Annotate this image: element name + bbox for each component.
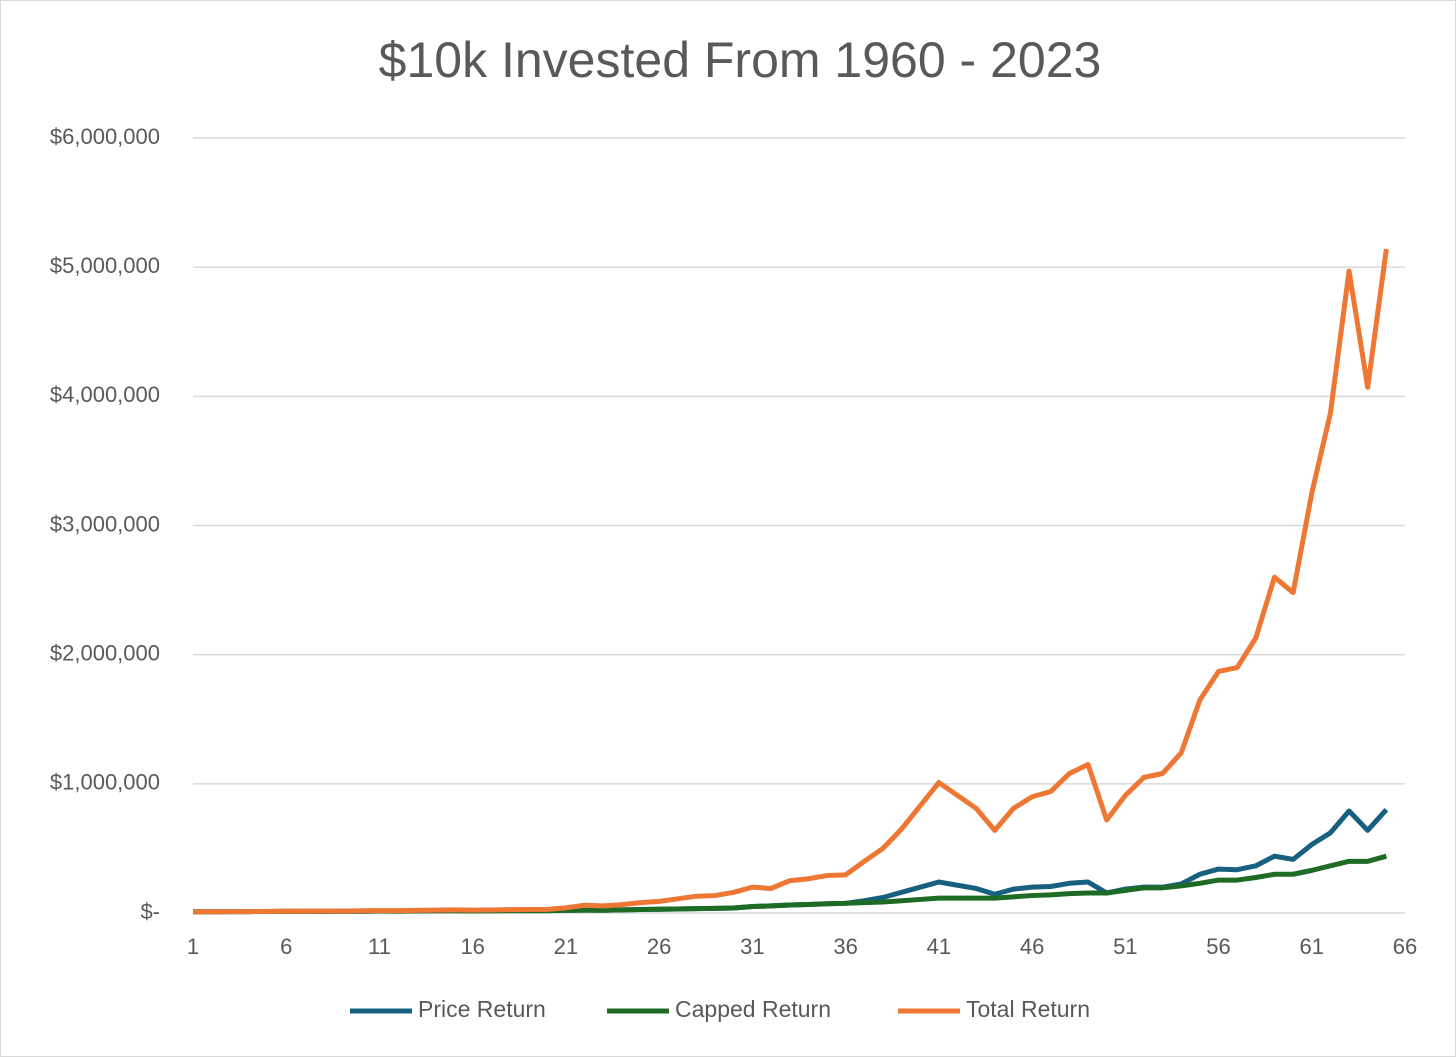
x-tick-label: 1 [187, 934, 199, 959]
y-tick-label: $5,000,000 [50, 253, 160, 278]
x-tick-label: 66 [1393, 934, 1417, 959]
x-tick-label: 31 [740, 934, 764, 959]
chart-title: $10k Invested From 1960 - 2023 [379, 32, 1102, 88]
x-tick-label: 56 [1206, 934, 1230, 959]
y-tick-label: $1,000,000 [50, 770, 160, 795]
x-tick-label: 46 [1020, 934, 1044, 959]
x-tick-label: 26 [647, 934, 671, 959]
legend-label: Capped Return [675, 996, 831, 1022]
line-series [193, 248, 1389, 915]
legend-label: Price Return [418, 996, 546, 1022]
x-tick-label: 36 [833, 934, 857, 959]
y-tick-label: $6,000,000 [50, 124, 160, 149]
x-tick-label: 11 [368, 934, 391, 959]
y-tick-label: $2,000,000 [50, 640, 160, 665]
x-tick-label: 41 [927, 934, 951, 959]
x-tick-label: 16 [460, 934, 484, 959]
legend-label: Total Return [966, 996, 1090, 1022]
x-tick-label: 21 [554, 934, 578, 959]
y-tick-label: $- [140, 899, 160, 924]
x-tick-label: 61 [1300, 934, 1324, 959]
x-tick-label: 51 [1113, 934, 1137, 959]
y-tick-label: $4,000,000 [50, 382, 160, 407]
y-tick-label: $3,000,000 [50, 511, 160, 536]
x-tick-label: 6 [280, 934, 292, 959]
